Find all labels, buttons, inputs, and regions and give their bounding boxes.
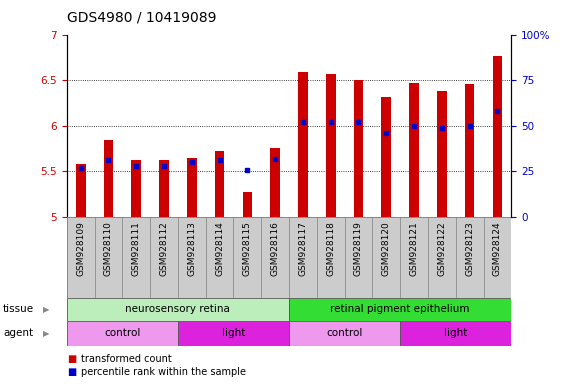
Bar [428, 217, 456, 298]
Text: GSM928119: GSM928119 [354, 221, 363, 276]
Text: GSM928121: GSM928121 [410, 221, 418, 276]
Bar [317, 217, 345, 298]
Bar [298, 72, 308, 217]
Bar [289, 321, 400, 346]
Bar [372, 217, 400, 298]
Text: GSM928109: GSM928109 [76, 221, 85, 276]
Bar [215, 151, 224, 217]
Bar [354, 80, 363, 217]
Bar [206, 217, 234, 298]
Bar [400, 321, 511, 346]
Text: ▶: ▶ [43, 305, 49, 314]
Bar [187, 158, 197, 217]
Text: agent: agent [3, 328, 33, 338]
Text: GSM928117: GSM928117 [299, 221, 307, 276]
Text: light: light [444, 328, 467, 338]
Text: GSM928111: GSM928111 [132, 221, 141, 276]
Text: ■: ■ [67, 354, 76, 364]
Bar [326, 74, 336, 217]
Bar [95, 217, 123, 298]
Bar [178, 321, 289, 346]
Text: control: control [327, 328, 363, 338]
Text: transformed count: transformed count [81, 354, 172, 364]
Text: neurosensory retina: neurosensory retina [125, 304, 231, 314]
Bar [67, 298, 289, 321]
Text: ▶: ▶ [43, 329, 49, 338]
Text: GSM928114: GSM928114 [215, 221, 224, 276]
Bar [150, 217, 178, 298]
Bar [159, 161, 169, 217]
Text: control: control [104, 328, 141, 338]
Bar [103, 141, 113, 217]
Bar [261, 217, 289, 298]
Text: ■: ■ [67, 367, 76, 377]
Text: retinal pigment epithelium: retinal pigment epithelium [331, 304, 470, 314]
Bar [289, 298, 511, 321]
Text: GSM928123: GSM928123 [465, 221, 474, 276]
Text: GSM928120: GSM928120 [382, 221, 391, 276]
Text: GDS4980 / 10419089: GDS4980 / 10419089 [67, 11, 216, 25]
Text: GSM928112: GSM928112 [160, 221, 168, 276]
Bar [400, 217, 428, 298]
Bar [289, 217, 317, 298]
Text: GSM928118: GSM928118 [326, 221, 335, 276]
Text: GSM928113: GSM928113 [187, 221, 196, 276]
Text: light: light [222, 328, 245, 338]
Text: GSM928110: GSM928110 [104, 221, 113, 276]
Text: GSM928116: GSM928116 [271, 221, 279, 276]
Text: tissue: tissue [3, 304, 34, 314]
Text: GSM928115: GSM928115 [243, 221, 252, 276]
Bar [67, 321, 178, 346]
Bar [67, 217, 95, 298]
Bar [270, 148, 280, 217]
Bar [131, 161, 141, 217]
Text: GSM928122: GSM928122 [437, 221, 446, 276]
Bar [345, 217, 372, 298]
Bar [483, 217, 511, 298]
Bar [465, 84, 475, 217]
Bar [381, 97, 391, 217]
Bar [242, 192, 252, 217]
Bar [123, 217, 150, 298]
Bar [409, 83, 419, 217]
Text: percentile rank within the sample: percentile rank within the sample [81, 367, 246, 377]
Text: GSM928124: GSM928124 [493, 221, 502, 276]
Bar [234, 217, 261, 298]
Bar [456, 217, 483, 298]
Bar [437, 91, 447, 217]
Bar [178, 217, 206, 298]
Bar [76, 164, 85, 217]
Bar [493, 56, 502, 217]
